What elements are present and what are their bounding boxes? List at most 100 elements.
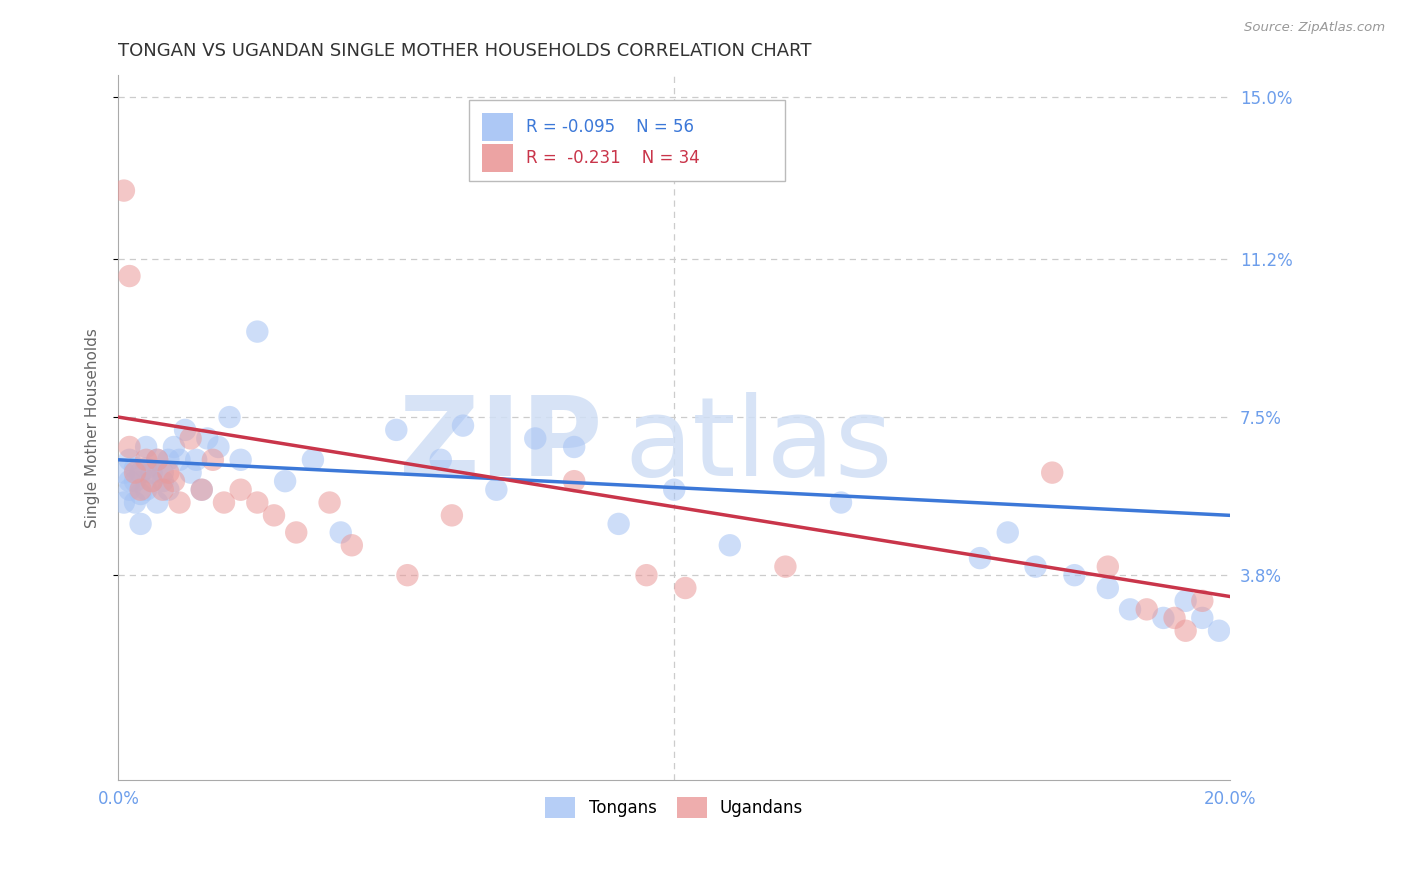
Point	[118, 440, 141, 454]
Point	[135, 461, 157, 475]
Point	[112, 466, 135, 480]
Point	[157, 466, 180, 480]
FancyBboxPatch shape	[482, 112, 513, 141]
Point	[180, 466, 202, 480]
Point	[169, 452, 191, 467]
Point	[340, 538, 363, 552]
Point	[1191, 611, 1213, 625]
Point	[997, 525, 1019, 540]
Point	[329, 525, 352, 540]
Point	[274, 474, 297, 488]
Point	[229, 452, 252, 467]
Point	[146, 452, 169, 467]
FancyBboxPatch shape	[468, 100, 786, 181]
Point	[1208, 624, 1230, 638]
Point	[174, 423, 197, 437]
Point	[163, 440, 186, 454]
Point	[451, 418, 474, 433]
FancyBboxPatch shape	[482, 144, 513, 172]
Y-axis label: Single Mother Households: Single Mother Households	[86, 328, 100, 528]
Point	[1063, 568, 1085, 582]
Point	[157, 452, 180, 467]
Point	[157, 483, 180, 497]
Point	[163, 474, 186, 488]
Point	[118, 268, 141, 283]
Point	[664, 483, 686, 497]
Point	[180, 432, 202, 446]
Point	[429, 452, 451, 467]
Point	[207, 440, 229, 454]
Point	[169, 495, 191, 509]
Point	[718, 538, 741, 552]
Point	[129, 516, 152, 531]
Point	[129, 466, 152, 480]
Point	[129, 483, 152, 497]
Point	[775, 559, 797, 574]
Point	[246, 325, 269, 339]
Point	[124, 495, 146, 509]
Point	[212, 495, 235, 509]
Point	[1136, 602, 1159, 616]
Text: TONGAN VS UGANDAN SINGLE MOTHER HOUSEHOLDS CORRELATION CHART: TONGAN VS UGANDAN SINGLE MOTHER HOUSEHOL…	[118, 42, 811, 60]
Point	[607, 516, 630, 531]
Point	[190, 483, 212, 497]
Point	[186, 452, 208, 467]
Point	[190, 483, 212, 497]
Point	[141, 474, 163, 488]
Point	[229, 483, 252, 497]
Point	[524, 432, 547, 446]
Point	[195, 432, 218, 446]
Point	[830, 495, 852, 509]
Text: Source: ZipAtlas.com: Source: ZipAtlas.com	[1244, 21, 1385, 34]
Point	[263, 508, 285, 523]
Point	[969, 551, 991, 566]
Point	[141, 474, 163, 488]
Point	[152, 483, 174, 497]
Text: R = -0.095    N = 56: R = -0.095 N = 56	[526, 118, 695, 136]
Point	[146, 495, 169, 509]
Point	[118, 452, 141, 467]
Point	[1191, 594, 1213, 608]
Point	[146, 452, 169, 467]
Legend: Tongans, Ugandans: Tongans, Ugandans	[538, 790, 810, 825]
Point	[673, 581, 696, 595]
Point	[152, 466, 174, 480]
Point	[1152, 611, 1174, 625]
Point	[1097, 581, 1119, 595]
Point	[218, 410, 240, 425]
Point	[124, 474, 146, 488]
Point	[135, 440, 157, 454]
Point	[135, 483, 157, 497]
Point	[1163, 611, 1185, 625]
Point	[1119, 602, 1142, 616]
Point	[485, 483, 508, 497]
Point	[112, 495, 135, 509]
Point	[1097, 559, 1119, 574]
Point	[1174, 594, 1197, 608]
Point	[302, 452, 325, 467]
Text: atlas: atlas	[624, 392, 893, 499]
Point	[1174, 624, 1197, 638]
Point	[562, 440, 585, 454]
Point	[135, 452, 157, 467]
Point	[396, 568, 419, 582]
Point	[562, 474, 585, 488]
Point	[385, 423, 408, 437]
Point	[129, 487, 152, 501]
Point	[1040, 466, 1063, 480]
Point	[318, 495, 340, 509]
Point	[285, 525, 308, 540]
Point	[201, 452, 224, 467]
Point	[118, 483, 141, 497]
Text: ZIP: ZIP	[398, 392, 602, 499]
Point	[636, 568, 658, 582]
Point	[1025, 559, 1047, 574]
Point	[124, 461, 146, 475]
Point	[124, 466, 146, 480]
Point	[141, 466, 163, 480]
Text: R =  -0.231    N = 34: R = -0.231 N = 34	[526, 149, 700, 167]
Point	[152, 474, 174, 488]
Point	[112, 184, 135, 198]
Point	[246, 495, 269, 509]
Point	[118, 474, 141, 488]
